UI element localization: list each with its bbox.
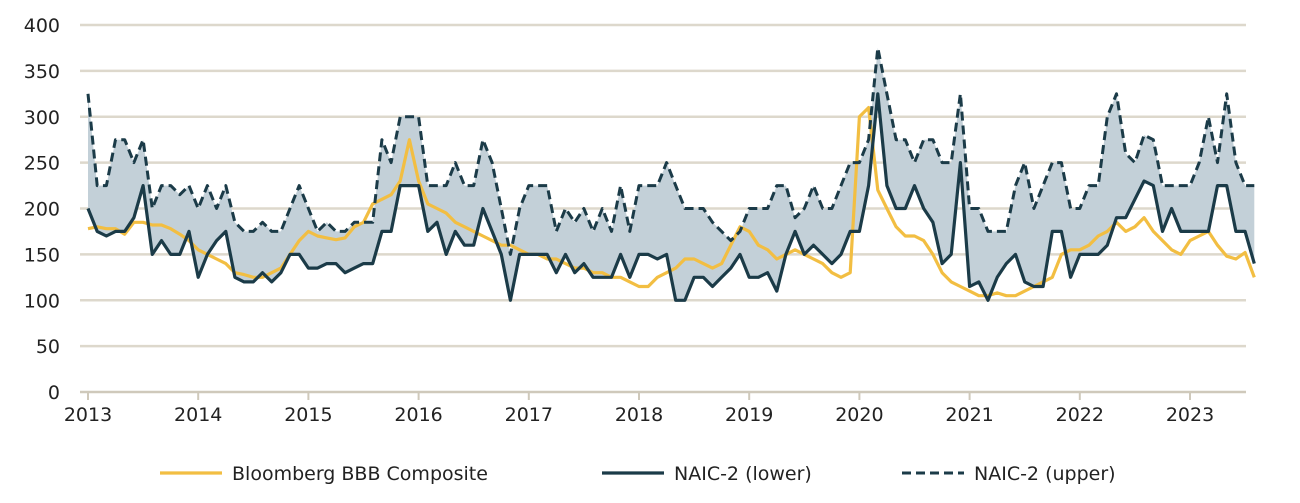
x-tick-label: 2013: [64, 404, 112, 426]
y-axis-ticks: 0 50 100 150 200 250 300 350 400: [24, 15, 60, 404]
x-tick-label: 2020: [835, 404, 883, 426]
legend-label-naic-lower: NAIC-2 (lower): [674, 463, 812, 485]
series-line-naic-upper: [86, 46, 1255, 256]
x-tick-label: 2019: [725, 404, 773, 426]
legend: Bloomberg BBB Composite NAIC-2 (lower) N…: [160, 463, 1116, 485]
x-axis-ticks: 2013 2014 2015 2016 2017 2018 2019 2020 2021 2022…: [64, 392, 1214, 426]
y-tick-label: 300: [24, 107, 60, 129]
x-tick-label: 2015: [284, 404, 332, 426]
y-tick-label: 400: [24, 15, 60, 37]
legend-item-bbb: Bloomberg BBB Composite: [160, 463, 488, 485]
y-tick-label: 150: [24, 244, 60, 266]
y-tick-label: 50: [36, 336, 60, 358]
legend-label-bbb: Bloomberg BBB Composite: [232, 463, 488, 485]
series-line-naic-lower: [86, 92, 1256, 302]
y-tick-label: 0: [48, 382, 60, 404]
x-tick-label: 2021: [945, 404, 993, 426]
y-tick-label: 350: [24, 61, 60, 83]
legend-label-naic-upper: NAIC-2 (upper): [974, 463, 1116, 485]
x-tick-label: 2014: [174, 404, 222, 426]
legend-item-naic-upper: NAIC-2 (upper): [902, 463, 1116, 485]
x-tick-label: 2023: [1166, 404, 1214, 426]
x-tick-label: 2018: [615, 404, 663, 426]
y-tick-label: 250: [24, 153, 60, 175]
y-tick-label: 200: [24, 199, 60, 221]
x-tick-label: 2022: [1056, 404, 1104, 426]
y-tick-label: 100: [24, 290, 60, 312]
x-tick-label: 2016: [394, 404, 442, 426]
x-tick-label: 2017: [505, 404, 553, 426]
legend-item-naic-lower: NAIC-2 (lower): [602, 463, 812, 485]
